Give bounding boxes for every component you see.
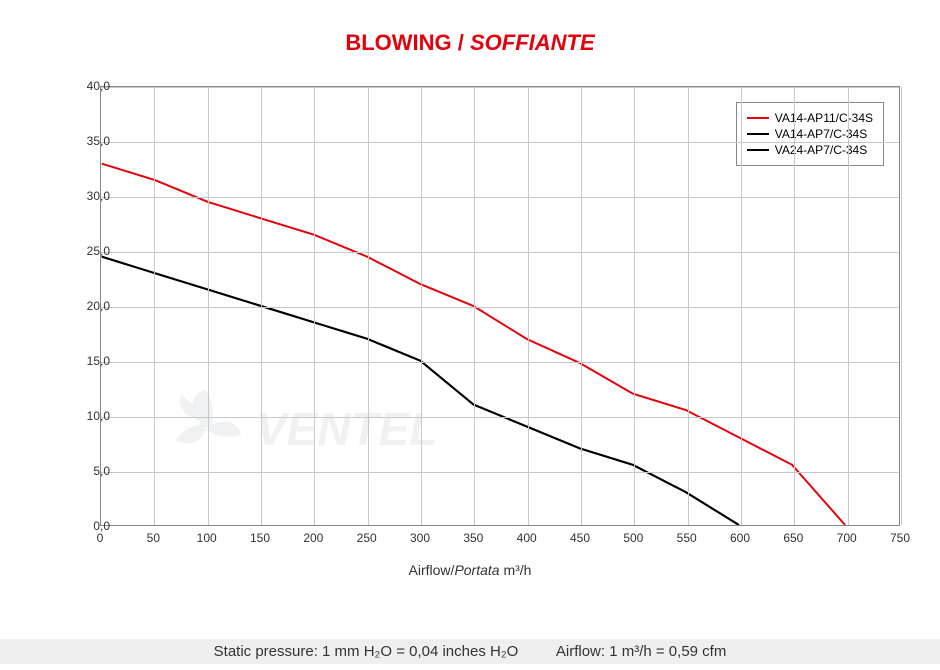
footer: Static pressure: 1 mm H₂O = 0,04 inches …: [0, 639, 940, 664]
grid-line-v: [688, 87, 689, 525]
x-tick: 250: [357, 531, 377, 545]
grid-line-h: [101, 362, 899, 363]
y-tick: 0,0: [70, 519, 110, 533]
legend-label: VA24-AP7/C-34S: [775, 143, 868, 157]
legend-item: VA14-AP7/C-34S: [747, 127, 873, 141]
x-tick: 300: [410, 531, 430, 545]
y-tick: 25,0: [70, 244, 110, 258]
chart-container: Static pressure/Pressione statica mm H₂O…: [25, 76, 915, 586]
x-label-unit: m³/h: [500, 562, 532, 578]
x-tick: 50: [147, 531, 160, 545]
x-axis-label: Airflow/Portata m³/h: [409, 562, 532, 578]
svg-text:VENTEL: VENTEL: [256, 403, 437, 455]
x-tick: 700: [837, 531, 857, 545]
x-label-normal: Airflow/: [409, 562, 455, 578]
grid-line-h: [101, 307, 899, 308]
legend: VA14-AP11/C-34S VA14-AP7/C-34S VA24-AP7/C-…: [736, 102, 884, 166]
legend-line: [747, 117, 769, 119]
grid-line-v: [474, 87, 475, 525]
y-tick: 10,0: [70, 409, 110, 423]
title-italic: SOFFIANTE: [470, 30, 595, 55]
grid-line-h: [101, 197, 899, 198]
legend-label: VA14-AP7/C-34S: [775, 127, 868, 141]
grid-line-v: [848, 87, 849, 525]
grid-line-v: [368, 87, 369, 525]
grid-line-v: [528, 87, 529, 525]
y-tick: 5,0: [70, 464, 110, 478]
grid-line-v: [208, 87, 209, 525]
x-tick: 400: [517, 531, 537, 545]
grid-line-v: [154, 87, 155, 525]
grid-line-h: [101, 252, 899, 253]
plot-area: VENTEL VA14-AP11/C-34S VA14-AP7/C-34S VA24…: [100, 86, 900, 526]
grid-line-v: [421, 87, 422, 525]
chart-title: BLOWING / SOFFIANTE: [0, 0, 940, 76]
x-tick: 600: [730, 531, 750, 545]
grid-line-v: [794, 87, 795, 525]
x-tick: 350: [463, 531, 483, 545]
grid-line-h: [101, 87, 899, 88]
y-tick: 15,0: [70, 354, 110, 368]
legend-item: VA14-AP11/C-34S: [747, 111, 873, 125]
grid-line-v: [741, 87, 742, 525]
grid-line-h: [101, 417, 899, 418]
grid-line-h: [101, 472, 899, 473]
legend-item: VA24-AP7/C-34S: [747, 143, 873, 157]
footer-pressure: Static pressure: 1 mm H₂O = 0,04 inches …: [214, 643, 519, 660]
y-tick: 40,0: [70, 79, 110, 93]
x-tick: 150: [250, 531, 270, 545]
legend-line: [747, 133, 769, 135]
x-tick: 650: [783, 531, 803, 545]
x-tick: 100: [197, 531, 217, 545]
grid-line-v: [634, 87, 635, 525]
y-tick: 35,0: [70, 134, 110, 148]
grid-line-v: [314, 87, 315, 525]
x-tick: 450: [570, 531, 590, 545]
x-tick: 550: [677, 531, 697, 545]
grid-line-h: [101, 142, 899, 143]
legend-line: [747, 149, 769, 151]
legend-label: VA14-AP11/C-34S: [775, 111, 873, 125]
grid-line-v: [901, 87, 902, 525]
x-tick: 750: [890, 531, 910, 545]
x-tick: 0: [97, 531, 104, 545]
footer-airflow: Airflow: 1 m³/h = 0,59 cfm: [556, 643, 726, 660]
grid-line-v: [581, 87, 582, 525]
watermark: VENTEL: [161, 370, 441, 485]
x-tick: 500: [623, 531, 643, 545]
title-normal: BLOWING /: [345, 30, 470, 55]
y-tick: 20,0: [70, 299, 110, 313]
y-tick: 30,0: [70, 189, 110, 203]
grid-line-v: [261, 87, 262, 525]
x-label-italic: Portata: [454, 562, 499, 578]
x-tick: 200: [303, 531, 323, 545]
